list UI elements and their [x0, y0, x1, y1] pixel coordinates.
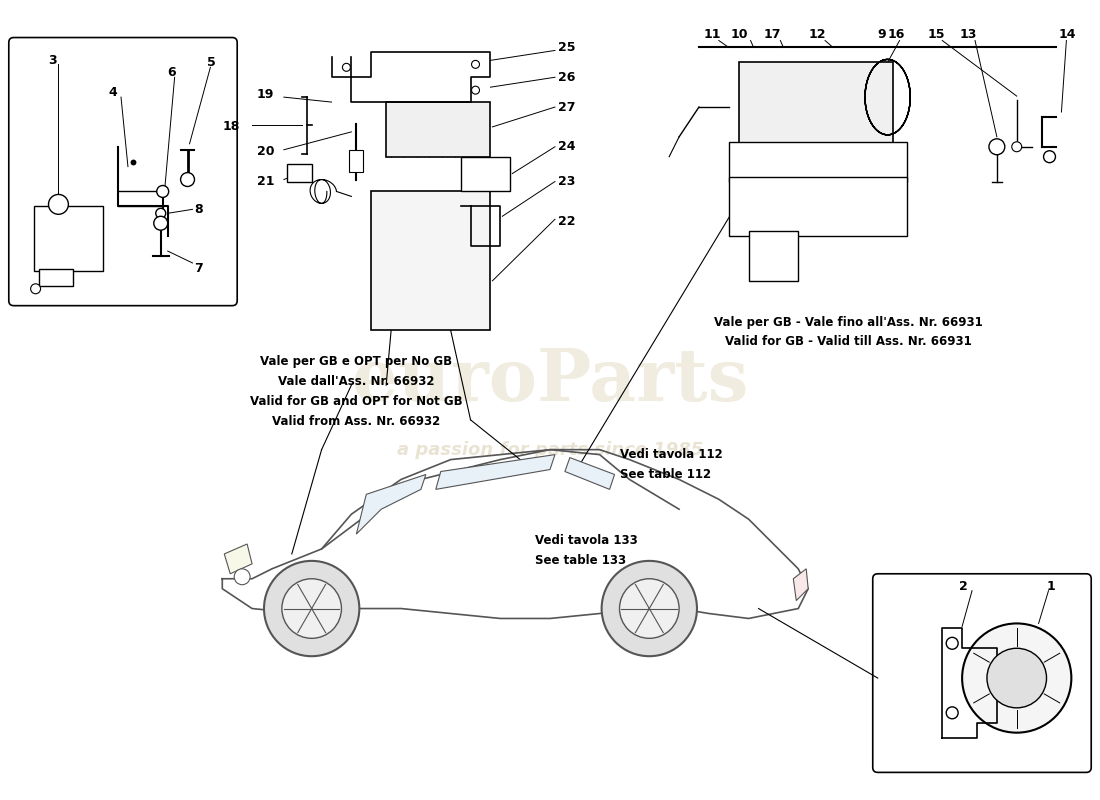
- Polygon shape: [356, 474, 426, 534]
- Circle shape: [946, 638, 958, 650]
- Bar: [350, 150, 363, 171]
- Text: 23: 23: [558, 175, 575, 188]
- Circle shape: [1012, 142, 1022, 152]
- Text: 18: 18: [222, 121, 240, 134]
- Text: 19: 19: [257, 88, 274, 101]
- Text: 16: 16: [888, 28, 905, 41]
- Text: Vale per GB e OPT per No GB: Vale per GB e OPT per No GB: [261, 355, 452, 368]
- Polygon shape: [793, 569, 808, 601]
- Text: 5: 5: [208, 56, 216, 69]
- Circle shape: [619, 578, 679, 638]
- Text: 13: 13: [959, 28, 977, 41]
- Circle shape: [962, 623, 1071, 733]
- Circle shape: [472, 86, 480, 94]
- Text: 26: 26: [558, 70, 575, 84]
- Text: Vale per GB - Vale fino all'Ass. Nr. 66931: Vale per GB - Vale fino all'Ass. Nr. 669…: [714, 315, 982, 329]
- Text: See table 112: See table 112: [619, 467, 711, 481]
- Circle shape: [946, 707, 958, 718]
- Text: 4: 4: [108, 86, 117, 98]
- Bar: [749, 231, 799, 281]
- Text: Valid for GB and OPT for Not GB: Valid for GB and OPT for Not GB: [250, 395, 463, 408]
- Text: 6: 6: [167, 66, 176, 78]
- Text: 14: 14: [1058, 28, 1076, 41]
- Text: 3: 3: [48, 54, 57, 67]
- Bar: [287, 164, 311, 182]
- Circle shape: [156, 208, 166, 218]
- Text: Vale dall'Ass. Nr. 66932: Vale dall'Ass. Nr. 66932: [278, 375, 434, 388]
- Circle shape: [342, 63, 351, 71]
- Bar: [386, 102, 491, 157]
- Text: 17: 17: [763, 28, 781, 41]
- Circle shape: [602, 561, 697, 656]
- Text: Valid from Ass. Nr. 66932: Valid from Ass. Nr. 66932: [272, 415, 440, 428]
- Text: 12: 12: [808, 28, 826, 41]
- Circle shape: [48, 194, 68, 214]
- Bar: [461, 157, 510, 191]
- Bar: [372, 191, 491, 330]
- Bar: [739, 62, 892, 146]
- Text: 24: 24: [558, 140, 575, 154]
- Circle shape: [180, 173, 195, 186]
- Text: euroParts: euroParts: [352, 345, 748, 416]
- Text: 20: 20: [257, 146, 275, 158]
- Text: Vedi tavola 112: Vedi tavola 112: [619, 448, 723, 461]
- Text: Vedi tavola 133: Vedi tavola 133: [535, 534, 638, 547]
- Text: Valid for GB - Valid till Ass. Nr. 66931: Valid for GB - Valid till Ass. Nr. 66931: [725, 335, 971, 349]
- Text: 1: 1: [1046, 580, 1055, 593]
- Circle shape: [282, 578, 341, 638]
- Text: See table 133: See table 133: [535, 554, 626, 567]
- Text: 22: 22: [558, 214, 575, 228]
- Circle shape: [234, 569, 250, 585]
- FancyBboxPatch shape: [9, 38, 238, 306]
- Bar: [728, 177, 908, 236]
- Circle shape: [154, 216, 167, 230]
- Circle shape: [157, 186, 168, 198]
- Text: 27: 27: [558, 101, 575, 114]
- Text: 10: 10: [730, 28, 748, 41]
- Circle shape: [987, 648, 1046, 708]
- Bar: [728, 142, 908, 182]
- Text: 2: 2: [959, 580, 968, 593]
- Circle shape: [472, 60, 480, 68]
- Text: 8: 8: [195, 203, 204, 216]
- Text: 9: 9: [878, 28, 887, 41]
- Polygon shape: [436, 454, 556, 490]
- Bar: [34, 206, 103, 271]
- Bar: [39, 269, 74, 286]
- Text: 11: 11: [704, 28, 722, 41]
- Circle shape: [989, 139, 1004, 154]
- Polygon shape: [224, 544, 252, 574]
- Text: a passion for parts since 1985: a passion for parts since 1985: [397, 441, 703, 458]
- Text: 25: 25: [558, 41, 575, 54]
- Text: 15: 15: [927, 28, 945, 41]
- Circle shape: [1044, 150, 1056, 162]
- Circle shape: [31, 284, 41, 294]
- Polygon shape: [565, 458, 615, 490]
- Text: 21: 21: [257, 175, 275, 188]
- FancyBboxPatch shape: [872, 574, 1091, 772]
- Circle shape: [264, 561, 360, 656]
- Text: 7: 7: [195, 262, 204, 275]
